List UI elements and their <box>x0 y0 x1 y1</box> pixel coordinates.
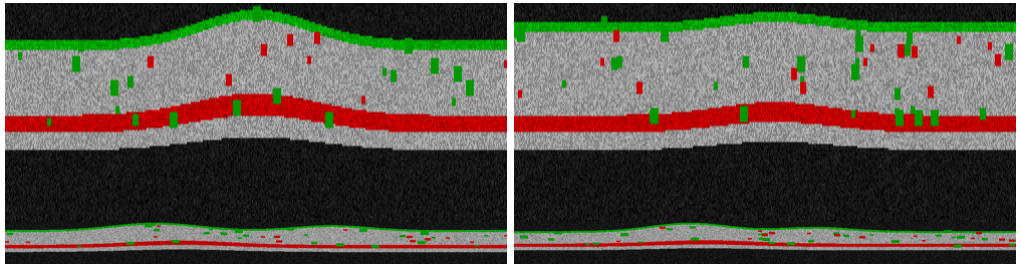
Text: (b)   Macular telangiectasia: (b) Macular telangiectasia <box>634 245 896 263</box>
Text: (a)   Normal: (a) Normal <box>198 245 313 262</box>
